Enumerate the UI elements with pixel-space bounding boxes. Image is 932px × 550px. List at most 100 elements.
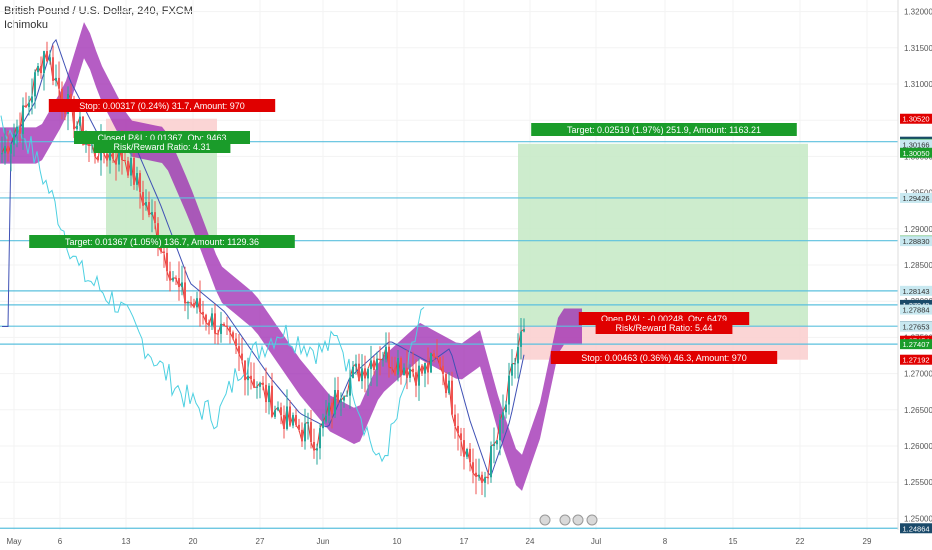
candle-body [148,202,150,215]
candle-body [283,415,285,429]
price-label-bg [900,139,932,150]
candle-body [370,360,372,370]
candle-body [433,353,435,358]
x-tick-label: May [6,537,21,546]
candle-body [379,358,381,360]
price-label-bg [900,304,932,315]
candle-body [427,363,429,373]
candle-body [193,303,195,308]
candle-body [220,323,222,334]
candle-body [505,404,507,413]
y-tick-label: 1.31500 [904,44,932,53]
price-label-bg [900,285,932,296]
candle-body [310,422,312,442]
candle-body [382,359,384,361]
x-tick-label: Jun [317,537,330,546]
candle-body [337,390,339,403]
y-tick-label: 1.32000 [904,8,932,17]
candle-body [328,402,330,416]
position-label: Risk/Reward Ratio: 4.31 [113,142,210,152]
candle-body [304,423,306,442]
candle-body [76,125,78,130]
candle-body [82,116,84,145]
price-label: 1.27653 [902,322,929,331]
x-tick-label: 17 [460,537,469,546]
candle-body [403,367,405,376]
candle-body [22,105,24,134]
candle-body [502,412,504,420]
x-tick-label: Jul [591,537,601,546]
price-label: 1.27884 [902,306,929,315]
candle-body [397,358,399,375]
candle-body [361,368,363,382]
candle-body [274,410,276,417]
candle-body [394,368,396,375]
candle-body [58,77,60,89]
candle-body [475,472,477,477]
candle-body [16,126,18,134]
candle-body [262,382,264,385]
candle-body [91,144,93,146]
candle-body [418,365,420,386]
candle-body [229,326,231,333]
candle-body [70,93,72,99]
candle-body [121,147,123,161]
candle-body [253,379,255,388]
candle-body [211,313,213,326]
candle-body [124,160,126,162]
candle-body [409,368,411,378]
candle-body [265,384,267,403]
event-marker [586,514,598,526]
candle-body [88,143,90,146]
position-label-bg [48,99,276,112]
candle-body [247,375,249,381]
price-label-bg [900,192,932,203]
candle-body [13,133,15,145]
candle-body [499,419,501,441]
candle-body [322,421,324,429]
candle-body [223,323,225,326]
candle-body [205,314,207,323]
candle-body [490,446,492,478]
profit-zone [518,143,808,327]
candle-body [151,212,153,215]
candle-body [43,51,45,74]
candle-body [412,368,414,373]
candle-body [415,372,417,386]
candle-body [139,173,141,192]
candles [1,41,525,498]
candle-body [208,322,210,326]
event-marker [572,514,584,526]
price-label-bg [900,339,932,350]
position-label: Risk/Reward Ratio: 5.44 [615,323,712,333]
candle-body [346,395,348,397]
position-label: Stop: 0.00463 (0.36%) 46.3, Amount: 970 [581,353,747,363]
indicator-label: Ichimoku [4,19,49,31]
price-label-bg [900,523,932,534]
candle-body [343,396,345,401]
y-tick-label: 1.26000 [904,442,932,451]
price-label: 1.27192 [902,356,929,365]
y-tick-label: 1.25500 [904,478,932,487]
candle-body [298,424,300,430]
position-label-bg [550,351,778,364]
candle-body [316,448,318,451]
candle-body [481,474,483,483]
candle-body [268,385,270,403]
candle-body [334,390,336,415]
x-tick-label: 13 [122,537,131,546]
candle-body [469,448,471,463]
candle-body [319,428,321,449]
candle-body [196,298,198,308]
price-label: 1.29426 [902,194,929,203]
x-tick-label: 22 [796,537,805,546]
price-label: 1.24864 [902,524,929,533]
candle-body [367,369,369,379]
candle-body [202,311,204,315]
price-label-bg [900,354,932,365]
candle-body [214,313,216,334]
candle-body [187,302,189,304]
candle-body [493,444,495,447]
candle-body [226,325,228,327]
